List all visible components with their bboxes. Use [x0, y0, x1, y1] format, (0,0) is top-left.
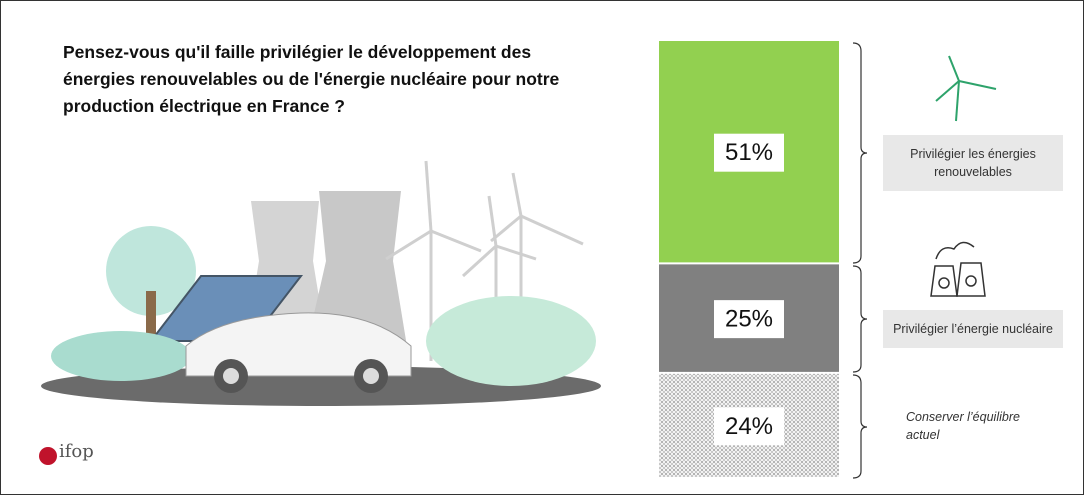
value-label: 51% — [725, 139, 773, 166]
logo-mark — [39, 447, 57, 465]
wind-icon — [936, 56, 996, 121]
legend-label: Privilégier les énergies renouvelables — [883, 135, 1063, 191]
logo: ifop — [59, 441, 94, 462]
page: 51% 25% 24% Pensez-vous qu'il faille privi… — [0, 0, 1084, 495]
value-label: 24% — [725, 413, 773, 440]
value-label: 25% — [725, 305, 773, 332]
scene — [41, 161, 601, 406]
braces — [853, 43, 867, 478]
legend-label: Conserver l’équilibre actuel — [906, 408, 1056, 444]
chart-title: Pensez-vous qu'il faille privilégier le … — [63, 39, 593, 120]
legend-label: Privilégier l’énergie nucléaire — [883, 310, 1063, 348]
nuclear-icon — [931, 242, 985, 296]
